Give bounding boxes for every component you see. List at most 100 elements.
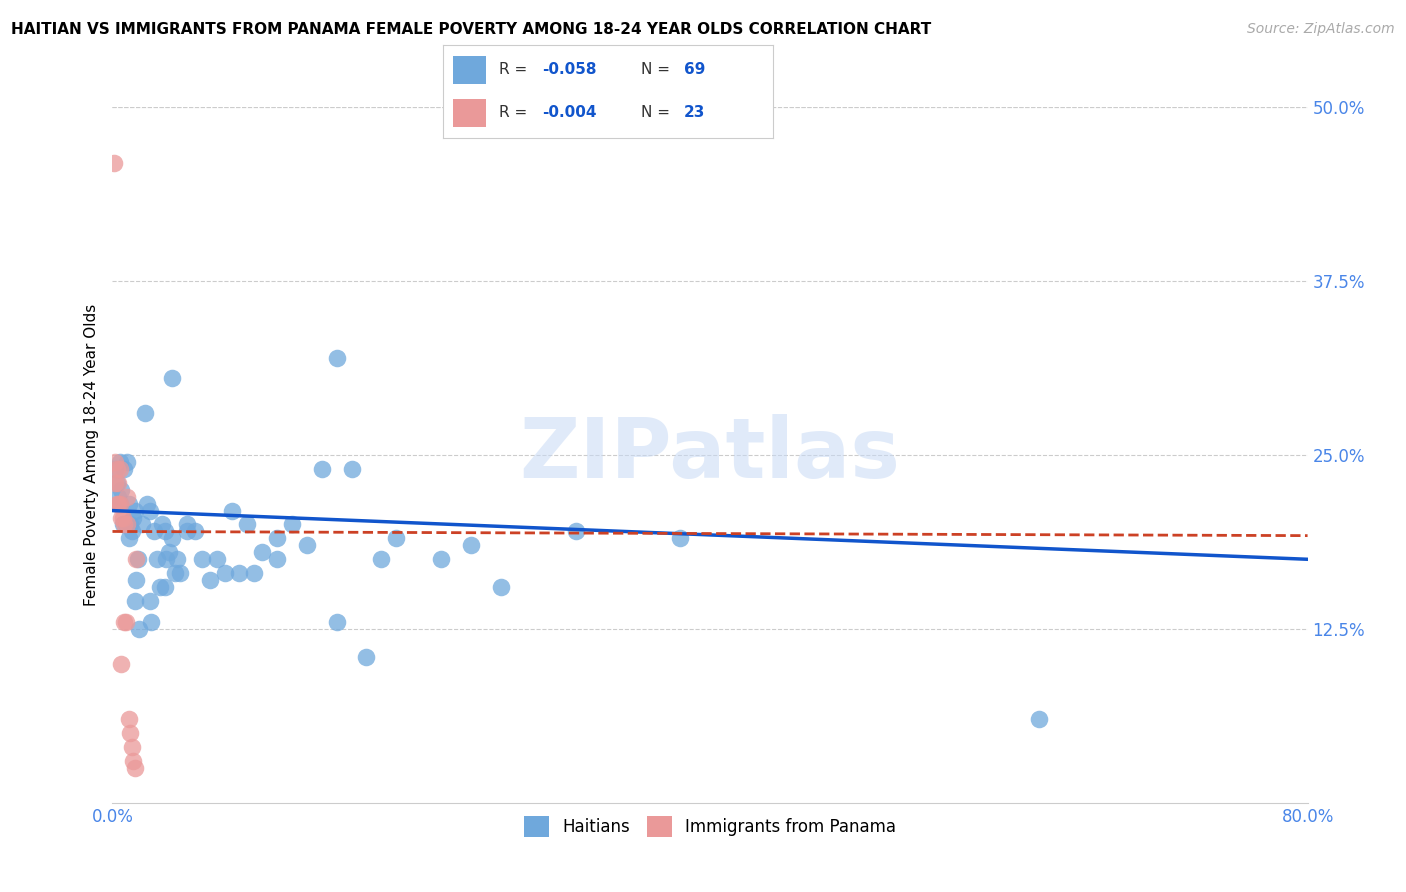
- Point: [669, 532, 692, 546]
- Point: [135, 497, 157, 511]
- Point: [205, 552, 228, 566]
- Point: [111, 510, 134, 524]
- Point: [107, 490, 129, 504]
- Point: [105, 497, 128, 511]
- Point: [146, 552, 169, 566]
- Point: [104, 455, 127, 469]
- Point: [176, 517, 198, 532]
- Point: [111, 517, 134, 532]
- Point: [150, 517, 173, 532]
- Point: [120, 726, 142, 740]
- Point: [124, 761, 146, 775]
- Point: [108, 455, 131, 469]
- Point: [141, 615, 163, 629]
- Y-axis label: Female Poverty Among 18-24 Year Olds: Female Poverty Among 18-24 Year Olds: [83, 304, 98, 606]
- Point: [117, 517, 139, 532]
- Point: [564, 524, 586, 539]
- Point: [125, 552, 148, 566]
- Point: [104, 462, 127, 476]
- Point: [122, 754, 145, 768]
- Point: [266, 532, 288, 546]
- Text: HAITIAN VS IMMIGRANTS FROM PANAMA FEMALE POVERTY AMONG 18-24 YEAR OLDS CORRELATI: HAITIAN VS IMMIGRANTS FROM PANAMA FEMALE…: [11, 22, 932, 37]
- Bar: [453, 56, 486, 84]
- Point: [124, 594, 146, 608]
- Point: [128, 622, 150, 636]
- Point: [325, 615, 347, 629]
- Point: [121, 740, 143, 755]
- Point: [385, 532, 408, 546]
- Point: [266, 552, 288, 566]
- Point: [131, 517, 153, 532]
- Text: -0.058: -0.058: [543, 62, 596, 78]
- Point: [115, 517, 138, 532]
- Point: [114, 615, 135, 629]
- Text: N =: N =: [641, 105, 671, 120]
- Point: [153, 524, 176, 539]
- Point: [108, 462, 131, 476]
- Point: [114, 517, 135, 532]
- Point: [125, 573, 148, 587]
- Point: [118, 712, 141, 726]
- Point: [139, 503, 162, 517]
- Point: [236, 517, 259, 532]
- Text: 23: 23: [685, 105, 706, 120]
- Point: [356, 649, 378, 664]
- Point: [250, 545, 273, 559]
- Point: [104, 475, 127, 490]
- Point: [281, 517, 304, 532]
- Point: [118, 497, 141, 511]
- Point: [183, 524, 205, 539]
- Point: [110, 657, 132, 671]
- Point: [127, 552, 149, 566]
- Point: [117, 455, 139, 469]
- Point: [1028, 712, 1050, 726]
- Point: [243, 566, 266, 581]
- Point: [114, 462, 135, 476]
- Point: [325, 351, 347, 365]
- Point: [149, 580, 172, 594]
- Point: [108, 497, 131, 511]
- Text: Source: ZipAtlas.com: Source: ZipAtlas.com: [1247, 22, 1395, 37]
- Point: [107, 497, 129, 511]
- Point: [124, 503, 146, 517]
- Point: [489, 580, 512, 594]
- Point: [105, 475, 128, 490]
- Point: [134, 406, 156, 420]
- Point: [340, 462, 363, 476]
- Point: [107, 475, 129, 490]
- Point: [295, 538, 318, 552]
- Point: [115, 615, 138, 629]
- Point: [110, 483, 132, 497]
- Point: [143, 524, 166, 539]
- Text: -0.004: -0.004: [543, 105, 596, 120]
- Point: [176, 524, 198, 539]
- Point: [108, 497, 131, 511]
- Point: [221, 503, 243, 517]
- Point: [121, 524, 143, 539]
- Point: [153, 580, 176, 594]
- Point: [157, 545, 180, 559]
- Point: [198, 573, 221, 587]
- Point: [191, 552, 214, 566]
- Point: [430, 552, 453, 566]
- Legend: Haitians, Immigrants from Panama: Haitians, Immigrants from Panama: [517, 810, 903, 843]
- Text: R =: R =: [499, 105, 527, 120]
- Point: [110, 510, 132, 524]
- Point: [311, 462, 333, 476]
- Point: [122, 510, 145, 524]
- Point: [460, 538, 482, 552]
- Point: [139, 594, 162, 608]
- Point: [228, 566, 250, 581]
- Text: R =: R =: [499, 62, 527, 78]
- Point: [162, 532, 183, 546]
- Point: [214, 566, 236, 581]
- Point: [370, 552, 392, 566]
- Bar: [453, 99, 486, 127]
- Point: [105, 462, 128, 476]
- Point: [117, 517, 139, 532]
- Point: [166, 552, 188, 566]
- Text: 69: 69: [685, 62, 706, 78]
- Point: [162, 371, 183, 385]
- Point: [165, 566, 187, 581]
- Text: N =: N =: [641, 62, 671, 78]
